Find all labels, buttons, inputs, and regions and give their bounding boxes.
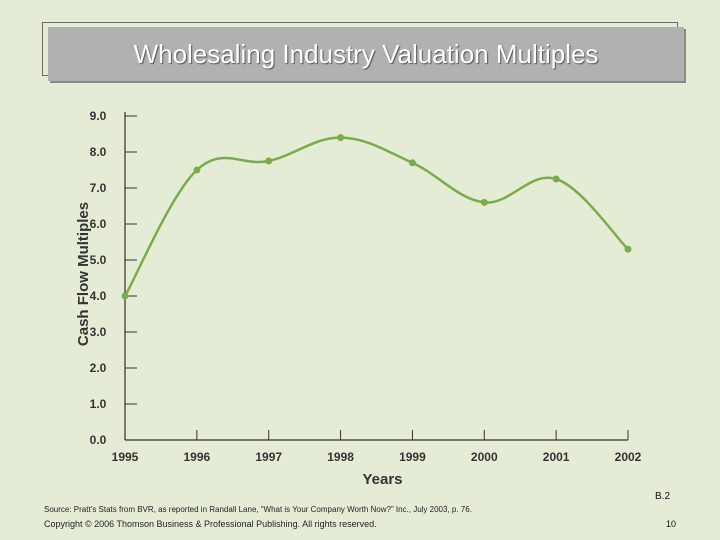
y-tick-label: 1.0 [90,397,107,411]
data-point [121,292,129,300]
figure-label: B.2 [655,491,671,502]
y-tick-label: 5.0 [90,253,107,267]
x-tick-label: 1999 [399,450,426,464]
y-tick-label: 9.0 [90,109,107,123]
data-point [193,166,201,174]
x-tick-label: 1998 [327,450,354,464]
copyright-note: Copyright © 2006 Thomson Business & Prof… [44,519,377,529]
source-note: Source: Pratt’s Stats from BVR, as repor… [44,505,472,514]
y-tick-label: 8.0 [90,145,107,159]
data-point [265,157,273,165]
y-tick-label: 7.0 [90,181,107,195]
x-tick-label: 2000 [471,450,498,464]
data-point [337,134,345,142]
data-point [624,245,632,253]
x-axis-label: Years [362,471,402,488]
x-tick-label: 1995 [112,450,139,464]
y-tick-label: 3.0 [90,325,107,339]
x-tick-label: 2002 [615,450,642,464]
title-panel [48,27,684,81]
x-tick-label: 2001 [543,450,570,464]
y-tick-label: 4.0 [90,289,107,303]
series-line [123,136,629,297]
page-number: 10 [666,519,677,529]
slide-title: Wholesaling Industry Valuation Multiples [133,38,599,69]
data-point [552,175,560,183]
x-tick-label: 1996 [184,450,211,464]
y-tick-label: 2.0 [90,361,107,375]
data-point [408,159,416,167]
y-tick-label: 6.0 [90,217,107,231]
x-tick-label: 1997 [255,450,282,464]
y-tick-label: 0.0 [90,433,107,447]
data-point [480,198,488,206]
y-axis-label: Cash Flow Multiples [75,202,92,346]
